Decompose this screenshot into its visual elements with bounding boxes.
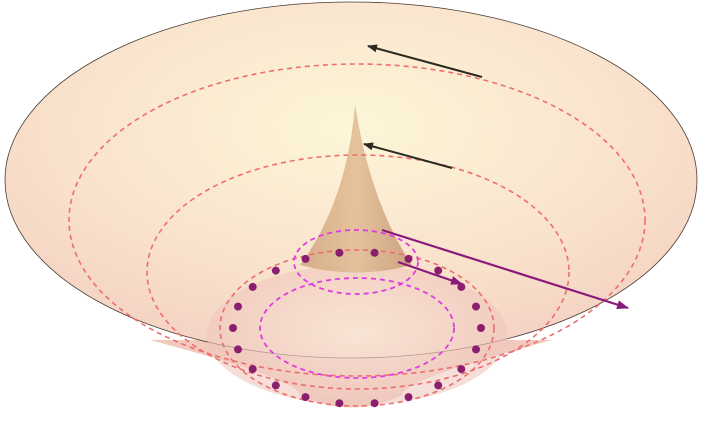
velocity-arrow [381, 228, 629, 310]
particle [301, 393, 310, 402]
particle [434, 266, 443, 275]
particle [370, 399, 379, 408]
velocity-arrow [367, 44, 483, 78]
orbit-inner [219, 249, 495, 407]
particle [248, 365, 257, 374]
particle [301, 254, 310, 263]
particle [370, 248, 379, 257]
particle [271, 266, 280, 275]
particle [248, 282, 257, 291]
magenta-orbit-small [293, 229, 419, 295]
orbit-outer [68, 63, 646, 377]
particle [457, 282, 466, 291]
particle [434, 381, 443, 390]
particle-ring [229, 248, 485, 408]
particle [457, 365, 466, 374]
particle [472, 345, 480, 354]
velocity-arrow [363, 142, 453, 169]
magenta-orbit-large [259, 277, 455, 379]
particle [229, 324, 237, 332]
particle [234, 302, 242, 311]
particle [234, 345, 242, 354]
particle [271, 381, 280, 390]
velocity-arrow [397, 260, 463, 286]
particle [404, 393, 413, 402]
particle [335, 399, 344, 408]
orbits [68, 63, 646, 407]
particle [404, 254, 413, 263]
magenta-orbits [259, 229, 455, 379]
particle [477, 324, 485, 332]
particle [335, 248, 344, 257]
orbit-middle [146, 154, 570, 390]
particle [472, 302, 480, 311]
